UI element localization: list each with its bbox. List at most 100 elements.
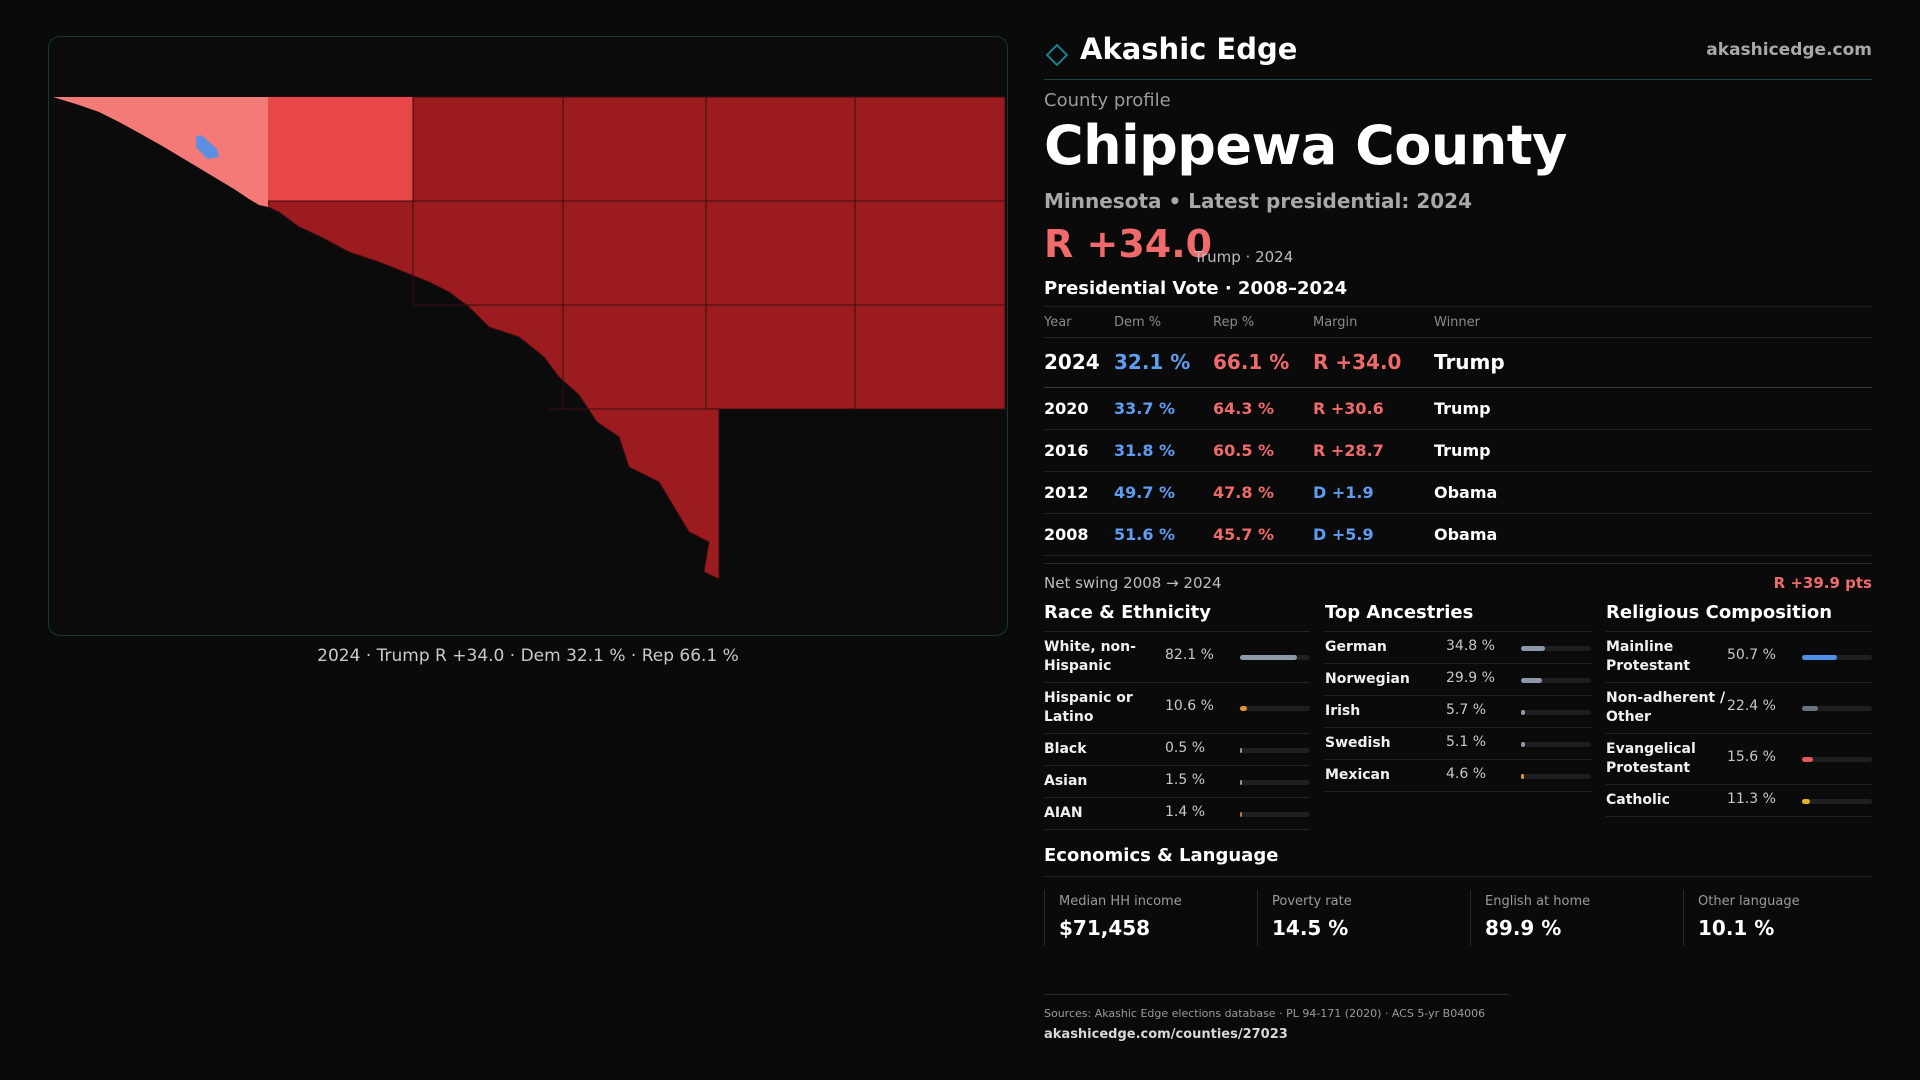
- item-percent: 1.4 %: [1165, 804, 1206, 820]
- net-swing-row: Net swing 2008 → 2024 R +39.9 pts: [1044, 563, 1872, 593]
- winner-cell: Obama: [1434, 483, 1498, 502]
- percent-bar-fill: [1802, 799, 1810, 804]
- rep-pct-cell: 45.7 %: [1213, 525, 1275, 544]
- percent-bar: [1240, 780, 1310, 785]
- religion-section-title: Religious Composition: [1606, 602, 1872, 632]
- map-region-light[interactable]: [53, 97, 268, 207]
- item-label: AIAN: [1044, 805, 1083, 821]
- margin-cell: R +28.7: [1313, 441, 1384, 460]
- list-item: Black 0.5 %: [1044, 734, 1310, 766]
- map-region-dark[interactable]: [267, 96, 1006, 580]
- percent-bar: [1240, 706, 1310, 711]
- list-item: Mexican 4.6 %: [1325, 760, 1591, 792]
- item-label: Catholic: [1606, 792, 1670, 808]
- footer: Sources: Akashic Edge elections database…: [1044, 994, 1509, 1042]
- eyebrow-label: County profile: [1044, 90, 1171, 111]
- table-row[interactable]: 2012 49.7 % 47.8 % D +1.9 Obama: [1044, 472, 1872, 514]
- item-percent: 34.8 %: [1446, 638, 1495, 654]
- percent-bar: [1240, 655, 1310, 660]
- item-label: Mexican: [1325, 767, 1390, 783]
- rep-pct-cell: 66.1 %: [1213, 350, 1290, 374]
- headline-margin: R +34.0: [1044, 222, 1213, 266]
- item-percent: 11.3 %: [1727, 791, 1776, 807]
- stat-label: English at home: [1485, 894, 1591, 909]
- economics-section-title: Economics & Language: [1044, 845, 1872, 877]
- percent-bar: [1521, 774, 1591, 779]
- stat-poverty-rate: Poverty rate 14.5 %: [1257, 890, 1464, 946]
- list-item: Evangelical Protestant 15.6 %: [1606, 734, 1872, 785]
- county-map-svg[interactable]: [49, 37, 1008, 636]
- list-item: Catholic 11.3 %: [1606, 785, 1872, 817]
- item-label: Irish: [1325, 703, 1361, 719]
- item-percent: 5.7 %: [1446, 702, 1487, 718]
- year-cell: 2024: [1044, 350, 1100, 374]
- table-row[interactable]: 2016 31.8 % 60.5 % R +28.7 Trump: [1044, 430, 1872, 472]
- list-item: Norwegian 29.9 %: [1325, 664, 1591, 696]
- table-row[interactable]: 2020 33.7 % 64.3 % R +30.6 Trump: [1044, 388, 1872, 430]
- vote-table: Year Dem % Rep % Margin Winner 2024 32.1 …: [1044, 306, 1872, 556]
- table-row[interactable]: 2008 51.6 % 45.7 % D +5.9 Obama: [1044, 514, 1872, 556]
- item-label: Swedish: [1325, 735, 1391, 751]
- header-rep: Rep %: [1213, 315, 1255, 330]
- table-header: Year Dem % Rep % Margin Winner: [1044, 306, 1872, 338]
- item-percent: 5.1 %: [1446, 734, 1487, 750]
- percent-bar: [1521, 710, 1591, 715]
- item-percent: 29.9 %: [1446, 670, 1495, 686]
- percent-bar-fill: [1240, 748, 1242, 753]
- year-cell: 2020: [1044, 399, 1089, 418]
- table-row[interactable]: 2024 32.1 % 66.1 % R +34.0 Trump: [1044, 338, 1872, 388]
- ancestry-section-title: Top Ancestries: [1325, 602, 1591, 632]
- margin-cell: D +1.9: [1313, 483, 1374, 502]
- stat-label: Other language: [1698, 894, 1800, 909]
- percent-bar: [1521, 742, 1591, 747]
- map-caption: 2024 · Trump R +34.0 · Dem 32.1 % · Rep …: [317, 646, 739, 666]
- dem-pct-cell: 31.8 %: [1114, 441, 1176, 460]
- header-year: Year: [1044, 315, 1072, 330]
- percent-bar: [1240, 748, 1310, 753]
- race-section-title: Race & Ethnicity: [1044, 602, 1310, 632]
- item-percent: 22.4 %: [1727, 698, 1776, 714]
- item-label: German: [1325, 639, 1387, 655]
- percent-bar-fill: [1521, 774, 1525, 779]
- rep-pct-cell: 64.3 %: [1213, 399, 1275, 418]
- header-margin: Margin: [1313, 315, 1358, 330]
- map-region-blue-enclave[interactable]: [196, 135, 219, 159]
- item-label: Mainline Protestant: [1606, 639, 1691, 674]
- margin-cell: R +30.6: [1313, 399, 1384, 418]
- percent-bar: [1240, 812, 1310, 817]
- header-dem: Dem %: [1114, 315, 1162, 330]
- brand-name: Akashic Edge: [1080, 32, 1298, 66]
- headline-note: Trump · 2024: [1194, 248, 1294, 266]
- percent-bar-fill: [1521, 678, 1542, 683]
- religion-panel: Religious Composition Mainline Protestan…: [1606, 602, 1872, 817]
- percent-bar: [1802, 706, 1872, 711]
- item-label: Black: [1044, 741, 1087, 757]
- county-map[interactable]: [48, 36, 1008, 636]
- winner-cell: Trump: [1434, 350, 1505, 374]
- dem-pct-cell: 49.7 %: [1114, 483, 1176, 502]
- page-subtitle: Minnesota • Latest presidential: 2024: [1044, 189, 1473, 213]
- map-region-mid[interactable]: [268, 97, 413, 201]
- rep-pct-cell: 47.8 %: [1213, 483, 1275, 502]
- percent-bar-fill: [1521, 646, 1546, 651]
- stat-label: Poverty rate: [1272, 894, 1352, 909]
- list-item: Hispanic or Latino 10.6 %: [1044, 683, 1310, 734]
- percent-bar: [1521, 646, 1591, 651]
- percent-bar: [1802, 799, 1872, 804]
- race-ethnicity-panel: Race & Ethnicity White, non- Hispanic 82.…: [1044, 602, 1310, 830]
- item-percent: 10.6 %: [1165, 698, 1214, 714]
- swing-label: Net swing 2008 → 2024: [1044, 574, 1222, 592]
- item-label: Hispanic or Latino: [1044, 690, 1133, 725]
- percent-bar-fill: [1521, 742, 1525, 747]
- stat-other-language: Other language 10.1 %: [1683, 890, 1890, 946]
- profile-panel: Akashic Edge akashicedge.com County prof…: [1044, 0, 1872, 1080]
- winner-cell: Trump: [1434, 399, 1491, 418]
- item-label: Non-adherent / Other: [1606, 690, 1726, 725]
- brand-url-link[interactable]: akashicedge.com: [1706, 40, 1872, 60]
- percent-bar-fill: [1240, 812, 1242, 817]
- map-township-lines: [268, 97, 1005, 410]
- item-label: Norwegian: [1325, 671, 1410, 687]
- list-item: Swedish 5.1 %: [1325, 728, 1591, 760]
- page-url-link[interactable]: akashicedge.com/counties/27023: [1044, 1027, 1288, 1042]
- percent-bar-fill: [1802, 706, 1818, 711]
